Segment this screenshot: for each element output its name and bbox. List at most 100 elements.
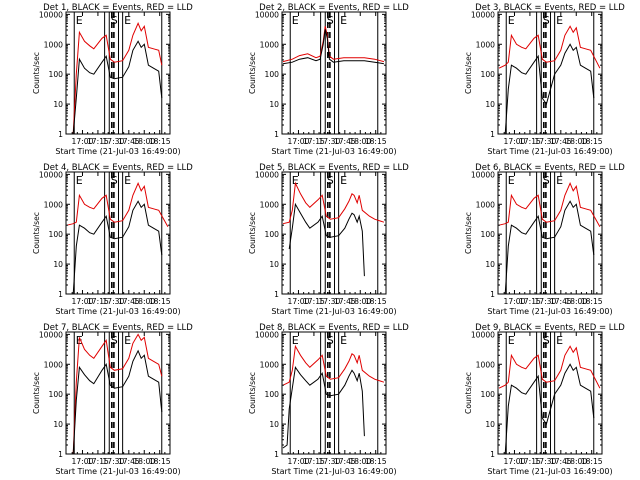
y-tick-label: 10 [485, 100, 495, 109]
interval-label: E [340, 334, 347, 347]
x-tick-label: 17:00 [504, 297, 526, 306]
y-tick-label: 100 [265, 230, 280, 239]
y-tick-label: 1000 [476, 360, 495, 369]
x-tick-label: 18:15 [365, 297, 387, 306]
interval-label: E [508, 14, 515, 27]
x-tick-label: 17:45 [118, 137, 140, 146]
interval-label: E [124, 334, 131, 347]
x-tick-label: 17:45 [118, 297, 140, 306]
x-tick-label: 17:15 [519, 457, 541, 466]
interval-label: S [327, 14, 334, 27]
axes-frame [497, 171, 603, 295]
interval-label: E [508, 334, 515, 347]
x-tick-label: 17:15 [87, 137, 109, 146]
y-tick-label: 1000 [260, 360, 279, 369]
events-series-line [72, 200, 163, 294]
y-tick-label: 10000 [255, 170, 279, 179]
panel-title: Det 2, BLACK = Events, RED = LLD [259, 3, 409, 13]
interval-label: E [340, 174, 347, 187]
y-axis-label: Counts/sec [248, 212, 257, 254]
y-axis-label: Counts/sec [248, 52, 257, 94]
x-axis-label: Start Time (21-Jul-03 16:49:00) [55, 307, 180, 316]
y-tick-label: 1 [58, 130, 63, 139]
x-tick-label: 17:00 [72, 297, 94, 306]
y-tick-label: 100 [265, 70, 280, 79]
series-group [72, 333, 163, 454]
lld-series-line [498, 345, 601, 389]
x-axis-label: Start Time (21-Jul-03 16:49:00) [271, 467, 396, 476]
interval-label: S [543, 14, 550, 27]
x-tick-label: 17:00 [288, 137, 310, 146]
y-tick-label: 10000 [39, 170, 63, 179]
x-tick-label: 17:30 [102, 297, 124, 306]
series-group [282, 181, 385, 277]
y-tick-label: 1 [490, 290, 495, 299]
x-tick-label: 17:30 [102, 137, 124, 146]
y-tick-label: 1 [274, 450, 279, 459]
y-axis-label: Counts/sec [464, 52, 473, 94]
y-tick-label: 10000 [39, 330, 63, 339]
x-axis-label: Start Time (21-Jul-03 16:49:00) [271, 307, 396, 316]
x-tick-label: 17:30 [534, 297, 556, 306]
x-tick-label: 17:00 [72, 457, 94, 466]
axes-frame [281, 331, 387, 455]
interval-label: S [111, 14, 118, 27]
y-tick-label: 1000 [260, 40, 279, 49]
x-tick-label: 17:00 [504, 457, 526, 466]
y-tick-label: 10 [269, 260, 279, 269]
x-tick-label: 17:00 [288, 457, 310, 466]
lld-series-line [498, 25, 601, 69]
interval-label: S [111, 174, 118, 187]
x-tick-label: 18:15 [581, 297, 603, 306]
y-tick-label: 1000 [260, 200, 279, 209]
y-tick-label: 10000 [255, 10, 279, 19]
panel-title: Det 3, BLACK = Events, RED = LLD [475, 3, 625, 13]
y-tick-label: 10000 [471, 330, 495, 339]
lld-series-line [66, 182, 169, 227]
interval-label: E [556, 14, 563, 27]
axes-frame [281, 171, 387, 295]
y-tick-label: 10 [269, 420, 279, 429]
x-axis-label: Start Time (21-Jul-03 16:49:00) [487, 307, 612, 316]
x-tick-label: 18:00 [565, 457, 587, 466]
events-series-line [72, 40, 163, 134]
y-axis-label: Counts/sec [32, 372, 41, 414]
panel-title: Det 9, BLACK = Events, RED = LLD [475, 323, 625, 333]
x-tick-label: 17:45 [118, 457, 140, 466]
events-series-line [282, 29, 384, 65]
panel-title: Det 5, BLACK = Events, RED = LLD [259, 163, 409, 173]
y-tick-label: 1 [490, 130, 495, 139]
series-group [282, 344, 385, 449]
interval-label: E [340, 14, 347, 27]
x-tick-label: 18:00 [565, 137, 587, 146]
x-tick-label: 17:45 [550, 297, 572, 306]
interval-label: E [292, 14, 299, 27]
series-group [282, 26, 385, 65]
x-tick-label: 17:45 [550, 137, 572, 146]
y-tick-label: 100 [481, 70, 496, 79]
x-tick-label: 18:15 [365, 137, 387, 146]
y-tick-label: 10000 [39, 10, 63, 19]
axes-frame [497, 11, 603, 135]
y-tick-label: 1 [274, 290, 279, 299]
x-tick-label: 17:45 [334, 137, 356, 146]
interval-label: E [556, 174, 563, 187]
x-tick-label: 18:00 [133, 297, 155, 306]
axes-frame [65, 171, 171, 295]
events-series-line [504, 200, 595, 294]
y-axis-label: Counts/sec [464, 212, 473, 254]
panel-title: Det 4, BLACK = Events, RED = LLD [43, 163, 193, 173]
x-tick-label: 17:45 [334, 297, 356, 306]
x-tick-label: 18:15 [581, 457, 603, 466]
y-tick-label: 10000 [255, 330, 279, 339]
panel-title: Det 6, BLACK = Events, RED = LLD [475, 163, 625, 173]
x-axis-label: Start Time (21-Jul-03 16:49:00) [487, 467, 612, 476]
